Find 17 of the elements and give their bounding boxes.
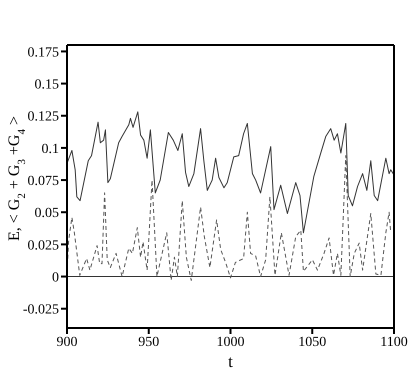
x-tick-label: 950 — [138, 334, 160, 350]
y-tick-label: 0.075 — [28, 174, 59, 190]
x-axis-title: t — [228, 352, 234, 369]
y-tick-label: 0.05 — [34, 206, 59, 222]
y-tick-label: -0.025 — [22, 302, 59, 318]
y-tick-label: 0.025 — [28, 238, 59, 254]
x-tick-label: 1100 — [380, 334, 408, 350]
y-tick-label: 0.15 — [34, 78, 59, 93]
line-series — [67, 111, 394, 234]
y-tick-label: 0 — [52, 270, 59, 286]
line-series — [67, 155, 392, 281]
y-tick-label: 0.1 — [42, 142, 59, 157]
x-tick-label: 900 — [56, 334, 78, 350]
x-tick-label: 1000 — [216, 334, 244, 350]
y-tick-label: 0.125 — [28, 110, 59, 125]
x-tick-label: 1050 — [298, 334, 326, 350]
y-tick-label: 0.175 — [28, 45, 59, 60]
